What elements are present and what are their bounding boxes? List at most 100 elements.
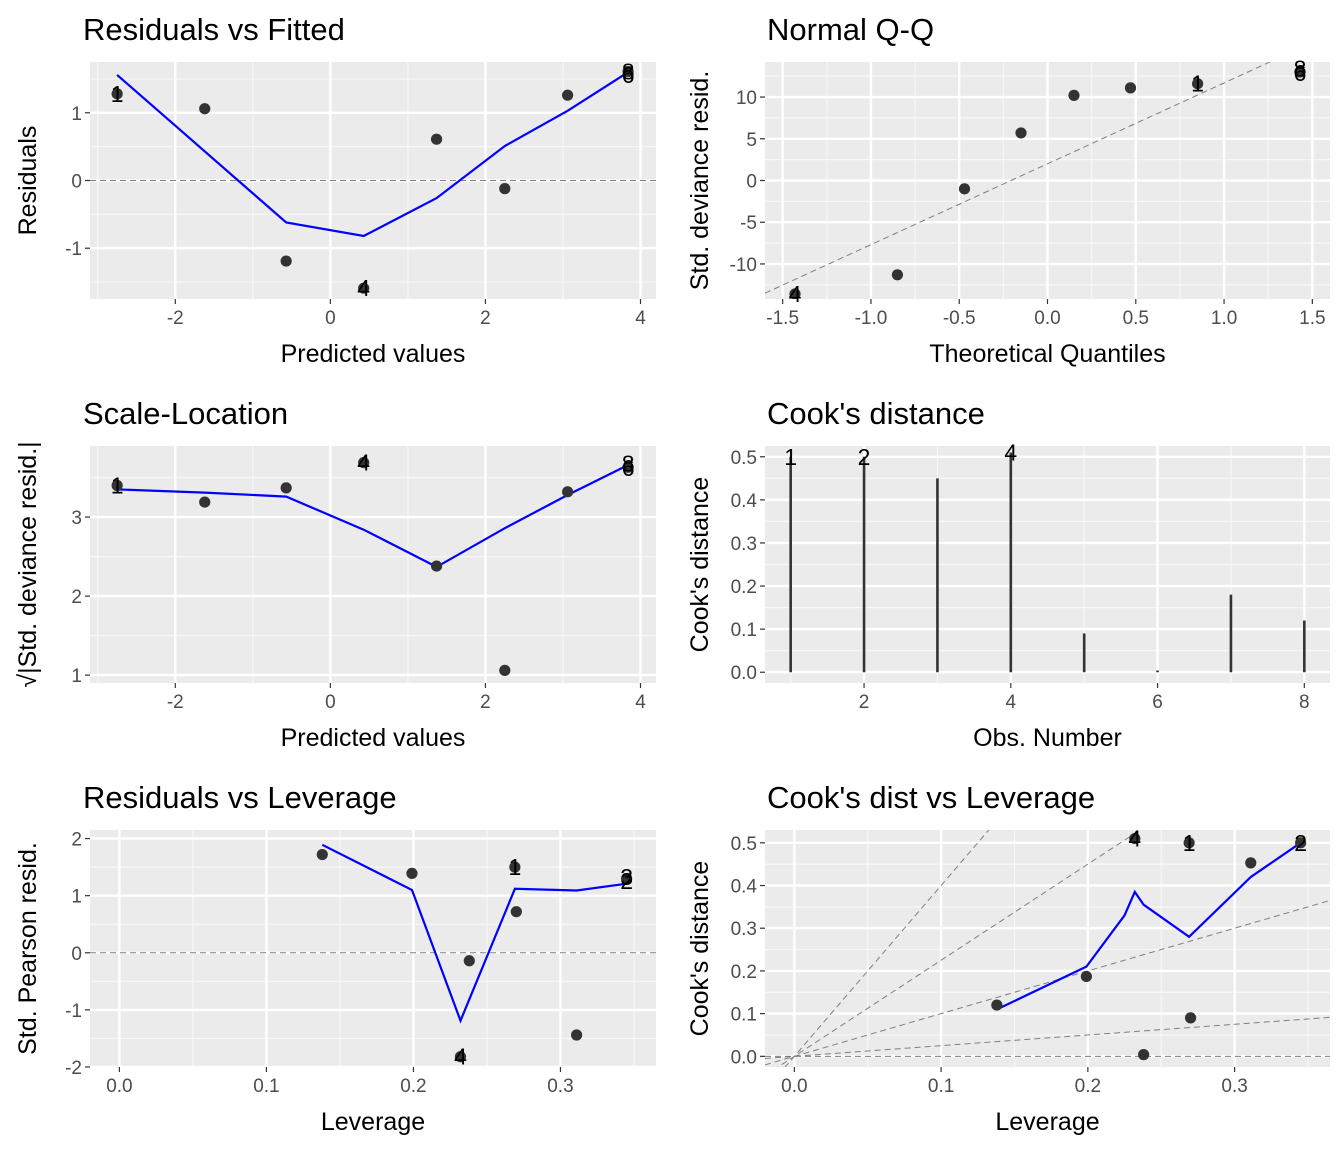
data-point [1183, 837, 1195, 849]
x-tick-label: 2 [480, 308, 491, 329]
data-point [499, 183, 511, 195]
panel-title: Cook's distance [767, 396, 985, 431]
data-point [1015, 127, 1027, 139]
point-label: 6 [622, 455, 635, 481]
smooth-line [117, 464, 629, 569]
data-point [1138, 1049, 1150, 1061]
x-tick-label: 0.0 [1034, 308, 1060, 329]
data-point [430, 560, 443, 572]
data-point [562, 486, 574, 498]
data-point [562, 89, 574, 101]
plot-background [90, 830, 656, 1067]
data-point [620, 872, 633, 885]
x-tick-label: 0.1 [253, 1076, 279, 1097]
y-axis-label: Residuals [14, 126, 42, 236]
sqrt-symbol: √ [14, 674, 42, 688]
point-label: 1 [508, 854, 521, 880]
y-axis-label: √|Std. deviance resid.| [14, 441, 42, 687]
panel-residuals-vs-fitted: 1 4 86 -2 0 2 4 -1 0 1 Residuals vs Fitted Predicte… [14, 12, 656, 368]
x-tick-label: 1.5 [1299, 308, 1325, 329]
y-tick-label: 1 [71, 666, 82, 687]
y-tick-label: 0.1 [731, 1005, 757, 1026]
point-label: 2 [620, 868, 633, 894]
data-point [1184, 1012, 1197, 1024]
point-label: 1 [784, 444, 797, 470]
y-tick-label: 0 [746, 172, 757, 193]
smooth-line [321, 843, 627, 1024]
x-tick-label: 2 [480, 692, 491, 713]
y-tick-label: 0.2 [731, 962, 757, 983]
y-tick-label: 10 [736, 88, 757, 109]
y-tick-label: 2 [71, 830, 82, 851]
x-tick-label: 0.2 [400, 1076, 426, 1097]
point-label: 3 [620, 864, 633, 890]
panel-title: Cook's dist vs Leverage [767, 780, 1095, 815]
y-tick-label: 1 [71, 887, 82, 908]
x-tick-label: -2 [167, 308, 184, 329]
data-point [958, 183, 971, 195]
data-point [571, 1029, 583, 1041]
x-tick-label: 4 [635, 692, 646, 713]
x-axis-label: Theoretical Quantiles [929, 340, 1165, 368]
data-point [430, 133, 443, 145]
panel-title: Scale-Location [83, 396, 288, 431]
data-point [1068, 89, 1080, 101]
y-tick-label: 0.3 [731, 534, 757, 555]
data-point [1124, 82, 1137, 94]
cooks-reference-line [765, 1016, 1330, 1059]
panel-title: Residuals vs Leverage [83, 780, 397, 815]
smooth-line [996, 841, 1302, 1011]
y-tick-label: -1 [65, 1001, 82, 1022]
data-point [622, 461, 634, 473]
data-point [358, 456, 370, 469]
cooks-reference-line [765, 899, 1330, 1066]
x-tick-label: 0.2 [1075, 1076, 1101, 1097]
data-point [358, 282, 370, 294]
point-label: 2 [858, 444, 871, 470]
panel-cooks-distance: 1 2 4 2 4 6 8 0.0 0.1 0.2 0.3 0.4 0.5 Cook's distance… [686, 396, 1330, 752]
data-point [1080, 970, 1092, 983]
x-tick-label: 0.3 [547, 1076, 573, 1097]
x-tick-label: 0 [325, 692, 336, 713]
data-point [199, 103, 211, 115]
data-point [111, 88, 123, 100]
point-label: 4 [1004, 439, 1017, 465]
point-label: 8 [622, 58, 635, 84]
y-tick-label: 0.2 [731, 577, 757, 598]
y-tick-label: 0.4 [731, 877, 758, 898]
y-tick-label: 0.5 [731, 834, 757, 855]
data-point [1129, 832, 1141, 845]
x-tick-label: 4 [635, 308, 646, 329]
point-label: 4 [357, 450, 370, 476]
y-tick-label: 3 [71, 508, 82, 529]
point-label: 4 [1128, 826, 1141, 852]
data-point [280, 482, 292, 494]
panel-title: Residuals vs Fitted [83, 12, 345, 47]
data-point [509, 861, 521, 873]
data-point [891, 269, 904, 281]
data-point [622, 65, 634, 78]
y-axis-label: Std. deviance resid. [686, 71, 714, 291]
panel-normal-qq: 4 1 86 -1.5 -1.0 -0.5 0.0 0.5 1.0 1.5 -10 -5 0 5 10 Nor… [686, 12, 1330, 368]
y-axis-label: Std. Pearson resid. [14, 842, 42, 1055]
point-label: 6 [622, 62, 635, 88]
data-point [454, 1051, 467, 1063]
qq-reference-line [765, 62, 1272, 294]
data-point [1294, 66, 1306, 78]
point-label: 1 [1183, 830, 1196, 856]
panel-title: Normal Q-Q [767, 12, 934, 47]
plot-background [765, 830, 1330, 1067]
x-tick-label: -1.0 [855, 308, 888, 329]
x-tick-label: 0.5 [1123, 308, 1149, 329]
data-point [199, 496, 211, 508]
plot-area [90, 843, 656, 1063]
data-point [406, 867, 418, 880]
x-axis-label: Obs. Number [973, 724, 1122, 752]
cooks-reference-line [777, 830, 1141, 1067]
data-point [316, 848, 328, 861]
data-point [1295, 837, 1307, 849]
x-tick-label: -0.5 [943, 308, 976, 329]
x-tick-label: 1.0 [1211, 308, 1237, 329]
smooth-line [116, 71, 629, 238]
